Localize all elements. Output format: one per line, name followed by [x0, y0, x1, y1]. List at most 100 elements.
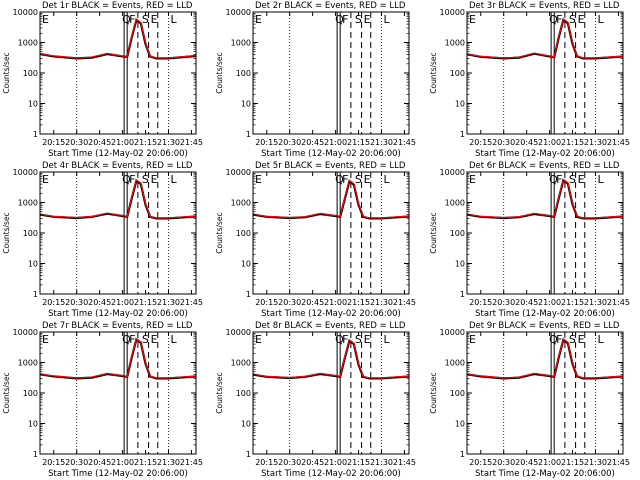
y-tick-label: 10 — [455, 260, 465, 269]
y-tick-label: 100 — [450, 69, 465, 78]
panel-title: Det 8r BLACK = Events, RED = LLD — [255, 321, 406, 331]
interval-label: S — [142, 13, 149, 26]
interval-label: S — [569, 13, 576, 26]
panel-title: Det 5r BLACK = Events, RED = LLD — [255, 161, 406, 171]
y-axis-label: Counts/sec — [2, 52, 11, 93]
x-tick-label: 21:00 — [538, 138, 561, 147]
interval-label: F — [342, 13, 348, 26]
interval-label: E — [42, 13, 49, 26]
y-axis-label: Counts/sec — [429, 52, 438, 93]
y-tick-label: 100 — [450, 389, 465, 398]
plot-frame — [39, 11, 197, 135]
lld-series-line — [39, 18, 197, 59]
x-tick-label: 21:00 — [324, 298, 347, 307]
interval-label: E — [364, 13, 371, 26]
interval-label: E — [42, 173, 49, 186]
x-tick-label: 20:45 — [301, 138, 324, 147]
panel-title: Det 9r BLACK = Events, RED = LLD — [469, 321, 620, 331]
y-tick-label: 10000 — [440, 8, 465, 17]
x-tick-label: 20:30 — [278, 298, 301, 307]
y-tick-label: 10000 — [13, 168, 38, 177]
x-tick-label: 20:45 — [515, 298, 538, 307]
panel-title: Det 4r BLACK = Events, RED = LLD — [42, 161, 193, 171]
x-tick-label: 20:15 — [42, 138, 65, 147]
interval-label: F — [556, 13, 562, 26]
x-tick-label: 21:15 — [134, 138, 157, 147]
events-series-line — [39, 178, 197, 220]
y-tick-label: 10 — [455, 100, 465, 109]
y-tick-label: 10 — [241, 420, 251, 429]
x-tick-label: 20:30 — [492, 138, 515, 147]
interval-label: E — [255, 173, 262, 186]
y-tick-label: 1 — [33, 450, 38, 459]
interval-label: L — [597, 173, 604, 186]
y-tick-label: 1000 — [18, 199, 38, 208]
x-axis-label: Start Time (12-May-02 20:06:00) — [261, 309, 401, 319]
interval-label: E — [42, 333, 49, 346]
y-tick-label: 1000 — [18, 39, 38, 48]
interval-label: Q — [549, 13, 558, 26]
y-tick-label: 1000 — [18, 359, 38, 368]
y-tick-label: 10000 — [13, 8, 38, 17]
x-tick-label: 20:30 — [492, 458, 515, 467]
x-tick-label: 20:30 — [65, 138, 88, 147]
plot-frame — [252, 171, 410, 295]
interval-label: E — [364, 173, 371, 186]
interval-label: L — [170, 173, 177, 186]
interval-label: S — [355, 333, 362, 346]
interval-label: L — [383, 333, 390, 346]
x-tick-label: 21:15 — [561, 298, 584, 307]
y-tick-label: 10 — [28, 100, 38, 109]
x-tick-label: 21:30 — [584, 298, 607, 307]
y-axis-label: Counts/sec — [429, 372, 438, 413]
x-tick-label: 20:15 — [469, 298, 492, 307]
interval-label: E — [578, 333, 585, 346]
x-tick-label: 20:15 — [255, 458, 278, 467]
x-tick-label: 21:15 — [561, 138, 584, 147]
panel-title: Det 1r BLACK = Events, RED = LLD — [42, 1, 193, 11]
x-tick-label: 21:30 — [157, 458, 180, 467]
panel-title: Det 2r BLACK = Events, RED = LLD — [255, 1, 406, 11]
interval-label: E — [578, 173, 585, 186]
y-tick-label: 1 — [246, 290, 251, 299]
interval-label: E — [578, 13, 585, 26]
x-tick-label: 21:00 — [538, 298, 561, 307]
x-tick-label: 21:45 — [607, 458, 630, 467]
interval-label: L — [597, 13, 604, 26]
x-tick-label: 21:45 — [607, 298, 630, 307]
y-axis-label: Counts/sec — [429, 212, 438, 253]
x-tick-label: 20:45 — [88, 298, 111, 307]
x-tick-label: 21:45 — [607, 138, 630, 147]
lld-series-line — [252, 338, 410, 379]
lld-series-line — [39, 337, 197, 379]
x-tick-label: 20:45 — [301, 298, 324, 307]
y-tick-label: 10 — [455, 420, 465, 429]
y-axis-label: Counts/sec — [215, 212, 224, 253]
interval-label: S — [569, 333, 576, 346]
y-tick-label: 1 — [246, 130, 251, 139]
interval-label: E — [151, 173, 158, 186]
interval-label: E — [151, 13, 158, 26]
x-tick-label: 21:00 — [324, 458, 347, 467]
x-tick-label: 21:00 — [111, 138, 134, 147]
x-tick-label: 20:45 — [515, 458, 538, 467]
interval-label: F — [342, 173, 348, 186]
plot-frame — [39, 171, 197, 295]
y-tick-label: 1 — [460, 450, 465, 459]
y-tick-label: 1000 — [231, 359, 251, 368]
x-axis-label: Start Time (12-May-02 20:06:00) — [475, 149, 615, 159]
interval-label: L — [383, 173, 390, 186]
interval-label: S — [355, 13, 362, 26]
lld-series-line — [466, 17, 624, 59]
interval-label: F — [556, 173, 562, 186]
interval-label: L — [170, 333, 177, 346]
y-tick-label: 1 — [33, 130, 38, 139]
y-tick-label: 10000 — [13, 328, 38, 337]
panel-title: Det 6r BLACK = Events, RED = LLD — [469, 161, 620, 171]
x-tick-label: 21:00 — [111, 458, 134, 467]
